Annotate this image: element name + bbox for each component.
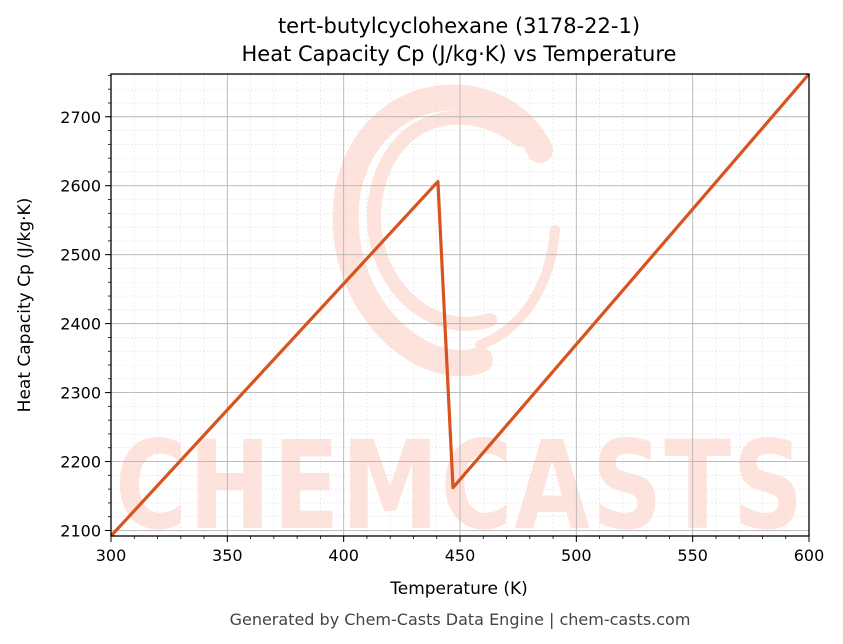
y-tick-label: 2600 [60, 177, 101, 196]
x-tick-label: 600 [794, 546, 825, 565]
x-axis-label: Temperature (K) [389, 579, 528, 599]
y-tick-label: 2400 [60, 315, 101, 334]
y-tick-label: 2200 [60, 453, 101, 472]
watermark-text: CHEMCASTS [115, 415, 805, 557]
series-line [109, 72, 811, 538]
x-tick-label: 500 [561, 546, 592, 565]
watermark: CHEMCASTS [115, 84, 805, 557]
footer-credit: Generated by Chem-Casts Data Engine | ch… [230, 610, 691, 629]
x-tick-label: 550 [677, 546, 708, 565]
x-tick-label: 450 [445, 546, 476, 565]
y-axis-ticks: 2100 2200 2300 2400 2500 2600 2700 [60, 74, 111, 540]
x-tick-label: 300 [96, 546, 127, 565]
x-tick-label: 350 [212, 546, 243, 565]
chart-title-line-1: tert-butylcyclohexane (3178-22-1) [278, 14, 640, 38]
y-tick-label: 2500 [60, 246, 101, 265]
y-axis-label: Heat Capacity Cp (J/kg·K) [15, 198, 35, 413]
y-tick-label: 2300 [60, 384, 101, 403]
x-axis-ticks: 300 350 400 450 500 550 600 [96, 536, 825, 565]
y-tick-label: 2100 [60, 521, 101, 540]
x-tick-label: 400 [328, 546, 359, 565]
y-tick-label: 2700 [60, 108, 101, 127]
chart-title-line-2: Heat Capacity Cp (J/kg·K) vs Temperature [242, 42, 677, 66]
